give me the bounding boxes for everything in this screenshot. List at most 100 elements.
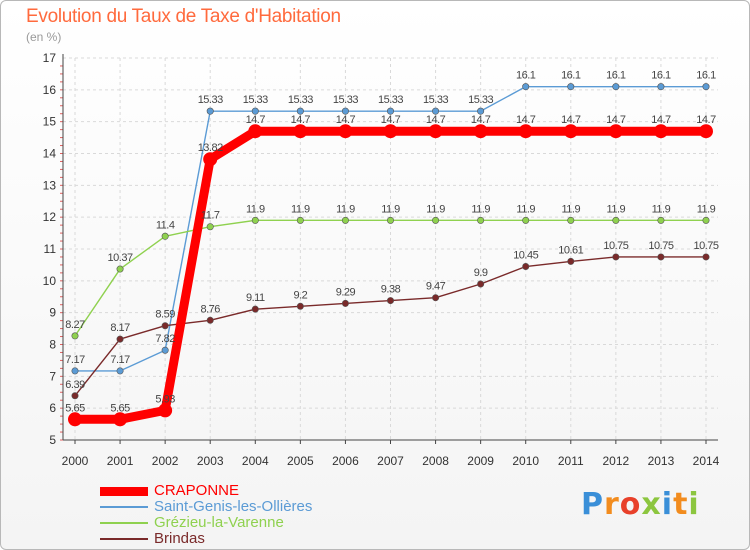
x-tick-label: 2000 (62, 454, 89, 468)
data-point (428, 124, 443, 139)
x-tick-label: 2013 (648, 454, 675, 468)
data-label: 16.1 (606, 70, 626, 82)
data-label: 10.75 (648, 240, 673, 252)
data-label: 15.33 (243, 94, 268, 106)
logo-letter: x (641, 487, 662, 522)
data-point (612, 253, 620, 261)
data-point (116, 265, 124, 273)
data-point (296, 302, 304, 310)
chart-unit-label: (en %) (26, 30, 62, 44)
data-point (113, 412, 128, 427)
y-tick-label: 16 (43, 83, 57, 97)
y-tick-label: 12 (43, 210, 57, 224)
data-point (518, 124, 533, 139)
x-tick-label: 2003 (197, 454, 224, 468)
data-label: 14.7 (336, 114, 356, 126)
data-label: 10.75 (603, 240, 628, 252)
data-point (653, 124, 668, 139)
x-tick-label: 2006 (332, 454, 359, 468)
data-point (657, 83, 665, 91)
data-point (206, 107, 214, 115)
data-point (567, 83, 575, 91)
data-label: 16.1 (696, 70, 716, 82)
y-tick-label: 17 (43, 51, 57, 65)
data-label: 7.17 (65, 354, 85, 366)
data-label: 8.59 (155, 309, 175, 321)
data-point (206, 316, 214, 324)
data-point (293, 124, 308, 139)
data-point (116, 367, 124, 375)
legend-label: Grézieu-la-Varenne (154, 514, 284, 531)
data-label: 10.37 (108, 252, 133, 264)
data-point (699, 124, 713, 139)
data-point (432, 107, 440, 115)
data-point (432, 294, 440, 302)
data-label: 15.33 (198, 94, 223, 106)
data-point (251, 107, 259, 115)
data-label: 8.17 (110, 322, 130, 334)
y-tick-label: 5 (49, 433, 56, 447)
data-label: 14.7 (606, 114, 626, 126)
data-label: 14.7 (291, 114, 311, 126)
data-label: 9.2 (293, 289, 307, 301)
data-point (612, 83, 620, 91)
x-tick-label: 2011 (558, 454, 584, 468)
data-label: 11.9 (426, 203, 445, 215)
data-point (158, 403, 173, 418)
data-label: 9.9 (474, 267, 488, 279)
data-label: 11.9 (516, 203, 535, 215)
data-label: 9.38 (381, 284, 401, 296)
data-point (206, 223, 214, 231)
data-point (71, 367, 79, 375)
x-tick-label: 2009 (467, 454, 494, 468)
data-point (477, 280, 485, 288)
legend-swatch (100, 487, 148, 496)
data-point (116, 335, 124, 343)
data-point (702, 83, 710, 91)
data-label: 9.47 (426, 281, 446, 293)
y-tick-label: 11 (44, 242, 57, 256)
data-point (563, 124, 578, 139)
data-label: 16.1 (516, 70, 536, 82)
y-tick-label: 13 (43, 178, 57, 192)
data-point (477, 216, 485, 224)
data-point (657, 216, 665, 224)
data-point (386, 216, 394, 224)
data-label: 16.1 (561, 70, 581, 82)
data-point (612, 216, 620, 224)
y-tick-label: 14 (43, 147, 57, 161)
data-label: 13.82 (198, 142, 223, 154)
y-tick-label: 9 (49, 306, 56, 320)
logo-letter: o (619, 487, 642, 522)
data-point (296, 107, 304, 115)
data-point (477, 107, 485, 115)
legend-swatch (100, 522, 148, 524)
data-label: 10.75 (693, 240, 718, 252)
legend-label: Saint-Genis-les-Ollières (154, 498, 313, 515)
data-label: 7.17 (110, 354, 130, 366)
legend-label: Brindas (154, 530, 205, 547)
data-point (338, 124, 353, 139)
data-point (522, 83, 530, 91)
data-label: 11.9 (652, 203, 671, 215)
data-label: 16.1 (651, 70, 671, 82)
data-label: 11.4 (156, 219, 175, 231)
data-point (386, 297, 394, 305)
data-point (702, 253, 710, 261)
data-label: 15.33 (288, 94, 313, 106)
data-label: 10.61 (558, 244, 583, 256)
data-point (432, 216, 440, 224)
data-point (251, 305, 259, 313)
data-point (341, 216, 349, 224)
data-point (296, 216, 304, 224)
data-label: 9.29 (336, 286, 356, 298)
data-label: 15.33 (333, 94, 358, 106)
y-tick-label: 10 (43, 274, 57, 288)
data-label: 5.93 (155, 393, 175, 405)
data-point (341, 299, 349, 307)
data-label: 11.9 (291, 203, 310, 215)
data-label: 14.7 (381, 114, 401, 126)
data-point (203, 152, 218, 167)
